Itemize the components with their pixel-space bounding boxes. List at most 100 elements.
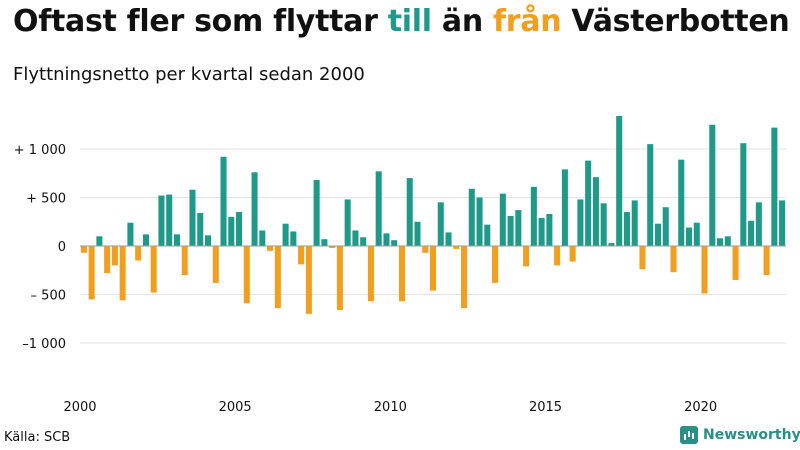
bar: [321, 239, 328, 246]
bar: [437, 202, 444, 246]
bar: [616, 116, 623, 247]
bar: [592, 177, 599, 246]
bar: [189, 189, 196, 246]
bar: [274, 246, 281, 309]
bar: [212, 246, 219, 283]
bar: [267, 246, 274, 251]
bar: [236, 212, 243, 246]
bar-chart: + 1 000 + 500 0 – 500 –1 000 2000 2005 2010 2015…: [14, 116, 786, 415]
bar: [391, 240, 398, 246]
bar: [173, 234, 181, 246]
x-tick-label: 2020: [684, 400, 717, 415]
bar: [360, 237, 367, 246]
chart-title: Oftast fler som flyttar till än från Väs…: [13, 4, 790, 39]
bar: [135, 246, 142, 261]
bar: [484, 224, 491, 246]
bar: [375, 171, 382, 246]
bar: [507, 215, 514, 246]
bar: [748, 220, 755, 246]
bar: [608, 243, 615, 246]
bar: [119, 246, 126, 301]
bar: [158, 195, 165, 246]
bar: [453, 246, 460, 249]
y-tick-label: 0: [58, 240, 66, 255]
x-tick-label: 2005: [219, 400, 252, 415]
bar: [344, 199, 351, 246]
bar: [352, 230, 359, 246]
bar: [204, 235, 212, 246]
title-part-5: Västerbotten: [561, 4, 790, 39]
bar: [228, 216, 235, 246]
bar: [499, 193, 506, 246]
bar: [724, 236, 731, 246]
bar: [600, 203, 607, 246]
bar: [414, 221, 421, 246]
bar: [398, 246, 405, 302]
bar: [685, 227, 693, 246]
bar: [181, 246, 188, 276]
bar: [142, 234, 149, 246]
bar: [111, 246, 118, 266]
bar: [445, 232, 452, 246]
bar: [197, 213, 204, 246]
bar: [740, 143, 747, 246]
bar: [678, 159, 685, 246]
bar: [220, 156, 227, 246]
title-part-1: Oftast fler som flyttar: [13, 4, 388, 39]
title-highlight-till: till: [387, 4, 432, 39]
bar: [461, 246, 468, 309]
bar: [554, 246, 561, 266]
bar: [406, 178, 413, 246]
bar: [755, 202, 762, 246]
y-tick-label: + 500: [26, 192, 66, 207]
bar: [561, 169, 568, 246]
bar: [732, 246, 739, 280]
bar: [96, 236, 103, 246]
bar: [779, 200, 786, 246]
bar: [585, 160, 592, 246]
y-tick-label: –1 000: [22, 337, 66, 352]
bar: [476, 197, 483, 246]
bar: [282, 223, 289, 246]
bar: [127, 222, 134, 246]
bar: [313, 180, 320, 246]
bar: [670, 246, 677, 273]
bar: [88, 246, 95, 300]
bar: [429, 246, 437, 291]
bar: [709, 124, 716, 246]
brand-logo[interactable]: Newsworthy: [680, 426, 800, 444]
x-tick-label: 2000: [63, 400, 96, 415]
bar: [515, 210, 522, 246]
bar: [654, 223, 662, 246]
bar: [166, 194, 173, 246]
bar: [383, 233, 390, 246]
bar: [631, 200, 638, 246]
brand-name: Newsworthy: [703, 427, 800, 443]
bar: [243, 246, 250, 304]
x-tick-label: 2015: [529, 400, 562, 415]
bar-chart-logo-icon: [680, 426, 698, 444]
bar: [150, 246, 157, 293]
bar: [104, 246, 111, 274]
title-highlight-fran: från: [493, 4, 562, 39]
bar: [701, 246, 708, 294]
bar: [367, 246, 374, 302]
bar: [623, 212, 630, 246]
bar: [647, 144, 654, 246]
bar: [305, 246, 312, 314]
x-tick-label: 2010: [374, 400, 407, 415]
bar: [523, 246, 530, 267]
bar: [80, 246, 87, 253]
bar: [468, 188, 475, 246]
bar: [546, 213, 553, 246]
y-tick-label: + 1 000: [14, 143, 66, 158]
bar: [329, 246, 336, 248]
bar: [763, 246, 770, 276]
bar: [530, 186, 537, 246]
bar: [717, 238, 724, 246]
bar: [639, 246, 646, 270]
bar: [569, 246, 576, 262]
bar: [577, 199, 584, 246]
bar: [492, 246, 499, 283]
bar: [662, 207, 669, 246]
